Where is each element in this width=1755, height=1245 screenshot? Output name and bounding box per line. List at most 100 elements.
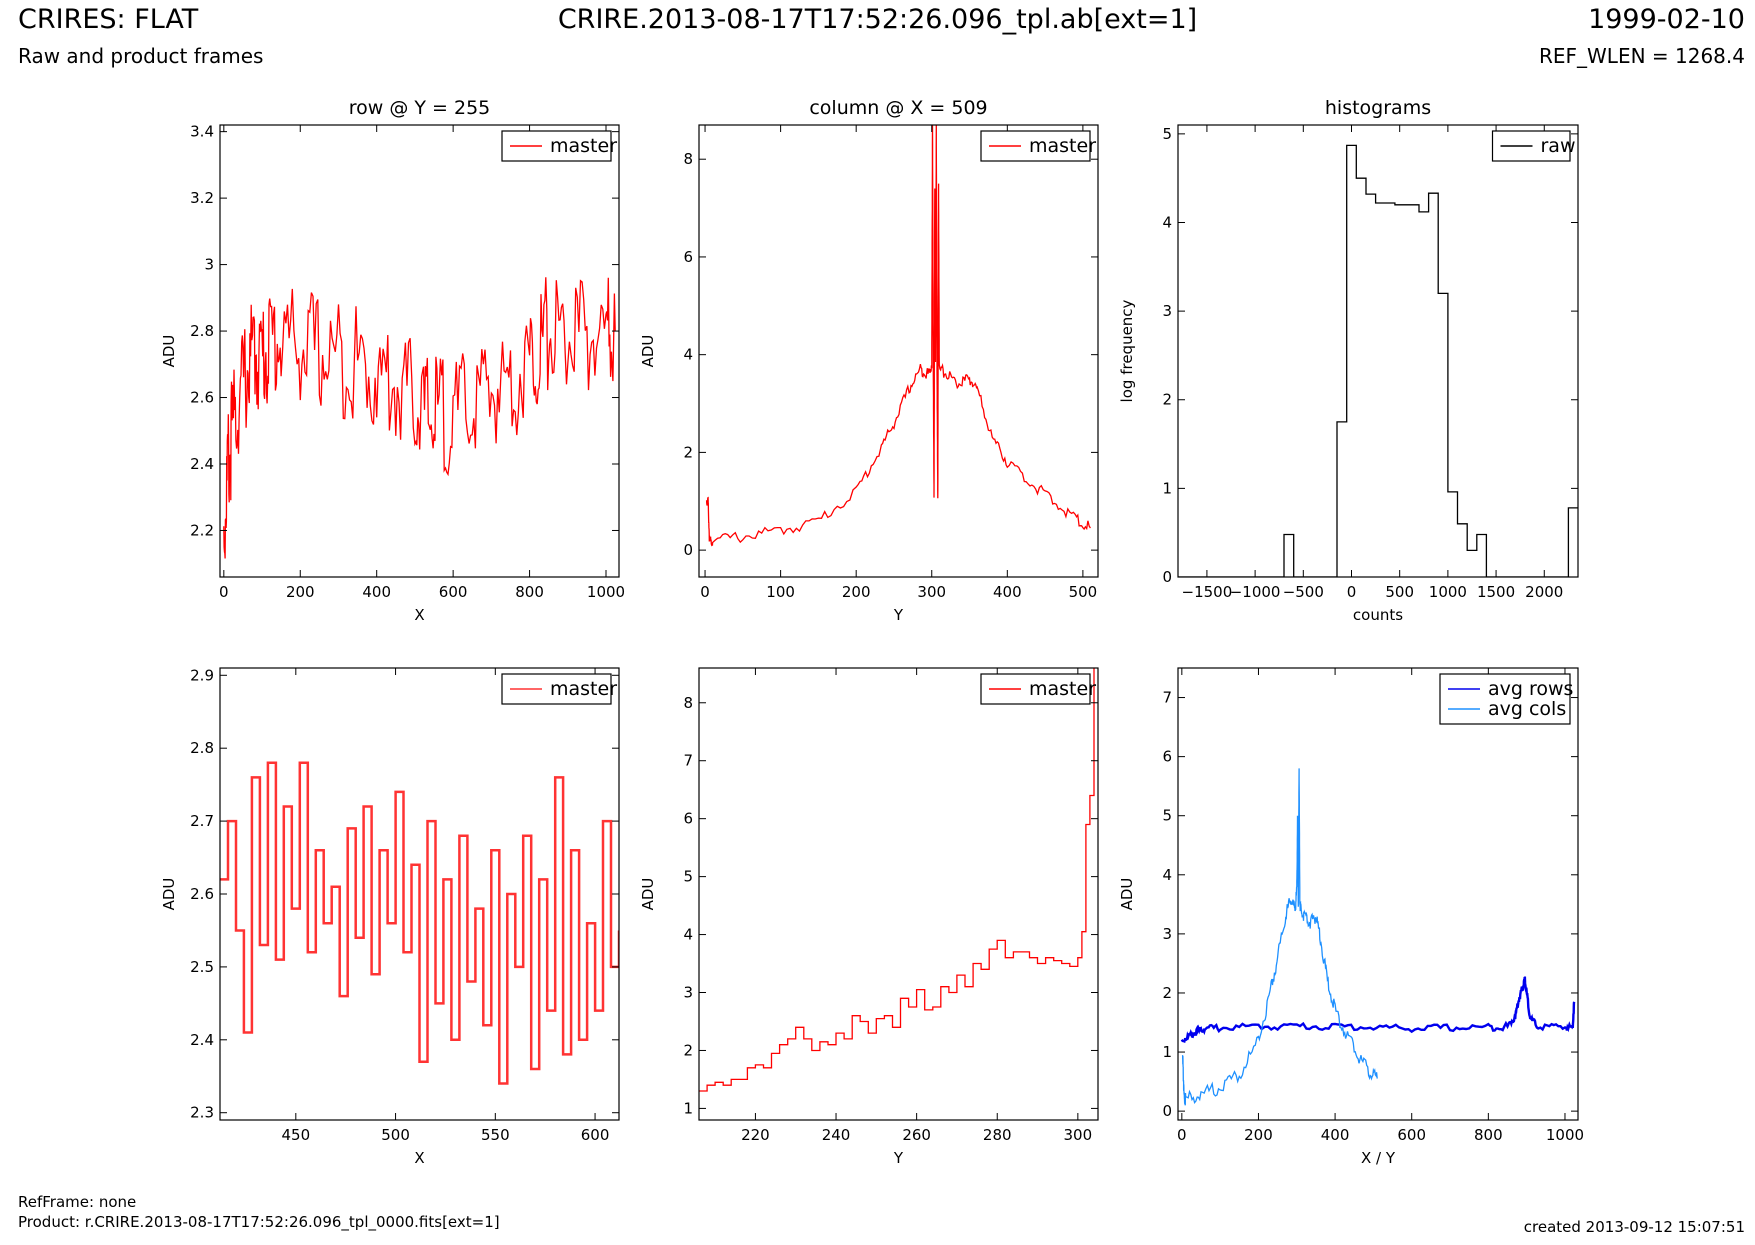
panel-title: column @ X = 509 xyxy=(809,97,987,119)
y-tick-label: 7 xyxy=(1162,689,1172,707)
y-tick-label: 6 xyxy=(1162,748,1172,766)
figure-subtitle: Raw and product frames xyxy=(18,44,264,68)
x-axis-label: X xyxy=(414,606,424,624)
y-tick-label: 5 xyxy=(1162,125,1172,143)
panel-histogram: −1500−1000 −500 0 500 1000 1500 2000 0 1 2 3 4 5 hist… xyxy=(1118,97,1579,624)
y-tick-label: 2.6 xyxy=(190,389,214,407)
x-tick-label: 500 xyxy=(1069,583,1098,601)
y-axis-label: ADU xyxy=(160,335,178,368)
series-master-line xyxy=(699,668,1095,1092)
x-axis-label: Y xyxy=(893,1149,904,1167)
x-tick-label: 1000 xyxy=(1546,1126,1584,1144)
y-axis-label: log frequency xyxy=(1118,299,1136,402)
x-tick-label: 200 xyxy=(1244,1126,1273,1144)
x-tick-label: 0 xyxy=(700,583,710,601)
y-tick-label: 2.6 xyxy=(190,885,214,903)
y-tick-label: 2.3 xyxy=(190,1104,214,1122)
y-tick-label: 4 xyxy=(683,926,693,944)
axes-frame xyxy=(219,124,620,578)
series-raw-line xyxy=(1178,144,1578,577)
y-tick-label: 0 xyxy=(1162,1102,1172,1120)
x-tick-label: 800 xyxy=(515,583,544,601)
y-axis-label: ADU xyxy=(160,878,178,911)
y-tick-label: 2.8 xyxy=(190,739,214,757)
x-tick-label: 500 xyxy=(381,1126,410,1144)
y-tick-label: 6 xyxy=(683,810,693,828)
x-axis-label: X / Y xyxy=(1361,1149,1396,1167)
x-tick-label: 0 xyxy=(1177,1126,1187,1144)
y-tick-label: 8 xyxy=(683,150,693,168)
observation-date: 1999-02-10 xyxy=(1588,4,1745,35)
y-tick-label: 2.2 xyxy=(190,521,214,539)
y-tick-label: 3 xyxy=(1162,302,1172,320)
legend: master xyxy=(980,130,1096,162)
legend-box xyxy=(1439,673,1571,725)
x-tick-label: 800 xyxy=(1474,1126,1503,1144)
x-tick-label: 300 xyxy=(1064,1126,1093,1144)
y-tick-label: 3.4 xyxy=(190,123,214,141)
axes-frame xyxy=(1177,124,1579,578)
panel-column: 0 100 200 300 400 500 0 2 4 6 8 column @ X = 509 Y AD… xyxy=(639,97,1099,624)
x-tick-label: 300 xyxy=(917,583,946,601)
axes-frame xyxy=(698,667,1099,1121)
legend-label: avg rows xyxy=(1488,678,1573,700)
series-master-line xyxy=(705,125,1091,547)
series-master-line xyxy=(223,277,616,559)
y-tick-label: 8 xyxy=(683,694,693,712)
axes-frame xyxy=(698,124,1099,578)
series-avg-cols-line xyxy=(1181,768,1378,1106)
panel-averages: 0 200 400 600 800 1000 0 1 2 3 4 5 6 7 X / Y ADU avg row… xyxy=(1118,667,1584,1167)
x-tick-label: 1500 xyxy=(1477,583,1515,601)
x-tick-label: 600 xyxy=(439,583,468,601)
y-tick-label: 0 xyxy=(1162,568,1172,586)
legend: master xyxy=(980,673,1096,705)
y-tick-label: 5 xyxy=(683,868,693,886)
x-tick-label: 600 xyxy=(1397,1126,1426,1144)
x-tick-label: 400 xyxy=(1321,1126,1350,1144)
x-tick-label: 400 xyxy=(362,583,391,601)
y-tick-label: 2 xyxy=(683,443,693,461)
y-tick-label: 2.5 xyxy=(190,958,214,976)
y-tick-label: 4 xyxy=(1162,213,1172,231)
y-tick-label: 4 xyxy=(1162,866,1172,884)
y-tick-label: 3 xyxy=(683,984,693,1002)
y-tick-label: 1 xyxy=(683,1099,693,1117)
y-tick-label: 6 xyxy=(683,248,693,266)
series-avg-rows-line xyxy=(1180,976,1576,1044)
legend: master xyxy=(501,130,617,162)
ref-wlen: REF_WLEN = 1268.4 xyxy=(1538,44,1745,68)
x-tick-label: 200 xyxy=(286,583,315,601)
x-tick-label: −500 xyxy=(1283,583,1324,601)
legend-label: master xyxy=(550,678,617,700)
product-name: Product: r.CRIRE.2013-08-17T17:52:26.096… xyxy=(18,1213,500,1231)
y-tick-label: 2.4 xyxy=(190,1031,214,1049)
x-tick-label: 1000 xyxy=(1429,583,1467,601)
x-tick-label: 2000 xyxy=(1525,583,1563,601)
x-axis-label: X xyxy=(414,1149,424,1167)
x-tick-label: 100 xyxy=(766,583,795,601)
x-tick-label: 1000 xyxy=(587,583,625,601)
y-tick-label: 3.2 xyxy=(190,189,214,207)
y-tick-label: 2.9 xyxy=(190,666,214,684)
y-tick-label: 1 xyxy=(1162,1043,1172,1061)
y-tick-label: 4 xyxy=(683,346,693,364)
x-tick-label: 500 xyxy=(1385,583,1414,601)
x-axis-label: Y xyxy=(893,606,904,624)
y-tick-label: 2.7 xyxy=(190,812,214,830)
x-tick-label: −1500 xyxy=(1182,583,1233,601)
x-tick-label: 260 xyxy=(902,1126,931,1144)
figure-title: CRIRES: FLAT xyxy=(18,4,199,35)
y-tick-label: 1 xyxy=(1162,479,1172,497)
panel-row: 0 200 400 600 800 1000 2.2 2.4 2.6 2.8 3 3.2 3.4 row … xyxy=(160,97,625,624)
y-tick-label: 2.8 xyxy=(190,322,214,340)
legend-label: avg cols xyxy=(1488,698,1566,720)
legend: raw xyxy=(1491,130,1576,162)
y-tick-label: 3 xyxy=(1162,925,1172,943)
series-master-line xyxy=(220,761,619,1085)
x-tick-label: 240 xyxy=(822,1126,851,1144)
y-tick-label: 0 xyxy=(683,541,693,559)
panel-column-zoom: 220 240 260 280 300 1 2 3 4 5 6 7 8 Y ADU master xyxy=(639,667,1099,1167)
axes-frame xyxy=(1177,667,1579,1121)
